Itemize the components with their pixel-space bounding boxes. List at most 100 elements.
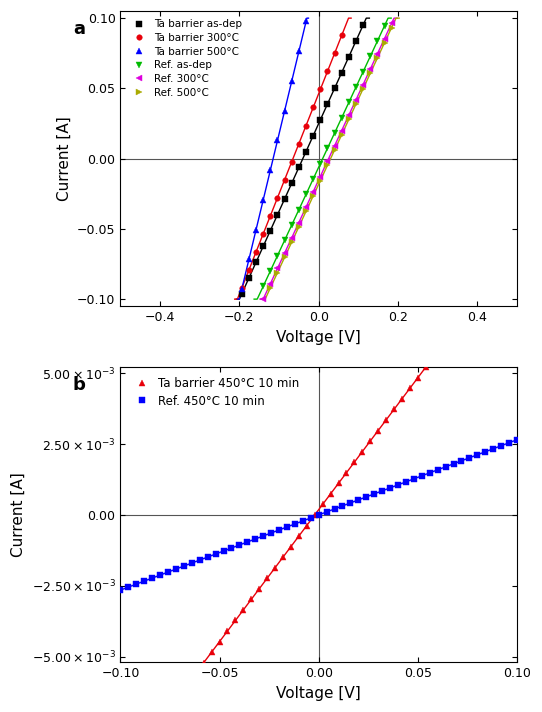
Ref. 500°C [331, 146, 338, 155]
Ta barrier 300°C [288, 157, 295, 166]
Ref. 450°C 10 min [379, 486, 385, 495]
Ref. 500°C [295, 222, 302, 231]
Ta barrier 500°C [267, 166, 274, 174]
Ref. 300°C [303, 203, 309, 211]
Ta barrier 300°C [267, 211, 274, 220]
Ta barrier 450°C 10 min [327, 490, 334, 498]
Ref. 500°C [310, 192, 317, 200]
Ref. 500°C [353, 100, 359, 108]
Ta barrier 450°C 10 min [224, 627, 231, 635]
Ref. 450°C 10 min [236, 540, 243, 549]
Ta barrier 450°C 10 min [399, 394, 405, 403]
Ref. 300°C [346, 111, 352, 120]
Ta barrier 300°C [331, 49, 338, 58]
Ref. as-dep [267, 267, 274, 276]
Ref. as-dep [360, 68, 366, 76]
Ref. as-dep [260, 282, 267, 290]
Ref. 500°C [281, 253, 288, 262]
Ta barrier 450°C 10 min [240, 606, 247, 614]
Ta barrier as-dep [338, 68, 345, 77]
Y-axis label: Current [A]: Current [A] [11, 473, 26, 557]
Ref. 450°C 10 min [117, 586, 124, 595]
Ref. 300°C [331, 142, 338, 150]
Ref. as-dep [288, 221, 295, 229]
Ref. 300°C [295, 219, 302, 227]
Ta barrier 500°C [253, 226, 259, 234]
Ta barrier 450°C 10 min [351, 458, 358, 466]
Ref. 450°C 10 min [244, 538, 250, 546]
Ref. 500°C [274, 268, 281, 277]
Ref. 500°C [389, 23, 395, 32]
Ref. 300°C [389, 19, 395, 28]
X-axis label: Voltage [V]: Voltage [V] [276, 686, 361, 701]
Ta barrier 300°C [317, 85, 324, 94]
Ta barrier 300°C [324, 67, 331, 75]
Ta barrier 450°C 10 min [312, 511, 318, 519]
Ta barrier 300°C [246, 266, 252, 274]
Ta barrier 500°C [295, 47, 302, 56]
Ta barrier 450°C 10 min [423, 363, 429, 372]
Ref. as-dep [310, 175, 317, 184]
Ref. as-dep [324, 144, 331, 152]
Ref. 450°C 10 min [403, 478, 409, 486]
Ta barrier 450°C 10 min [208, 648, 215, 656]
Ref. 300°C [274, 264, 281, 273]
Y-axis label: Current [A]: Current [A] [56, 116, 72, 201]
Line: Ref. 500°C: Ref. 500°C [268, 25, 395, 290]
Line: Ref. as-dep: Ref. as-dep [260, 23, 388, 289]
Text: a: a [73, 20, 85, 38]
Ref. 450°C 10 min [506, 439, 512, 447]
Ta barrier 450°C 10 min [319, 500, 326, 508]
Ref. as-dep [346, 98, 352, 107]
Line: Ta barrier as-dep: Ta barrier as-dep [239, 22, 366, 297]
Ta barrier as-dep [238, 290, 245, 298]
Ref. 500°C [374, 54, 380, 63]
Ref. 300°C [317, 172, 324, 181]
Ref. 500°C [303, 207, 309, 216]
Line: Ref. 300°C: Ref. 300°C [260, 21, 395, 302]
Ta barrier as-dep [353, 37, 359, 46]
Ref. 300°C [260, 295, 267, 303]
Ta barrier 300°C [260, 230, 267, 239]
Ref. 300°C [281, 249, 288, 258]
Ta barrier 500°C [274, 136, 281, 145]
Line: Ta barrier 300°C: Ta barrier 300°C [239, 33, 345, 291]
Legend: Ta barrier as-dep, Ta barrier 300°C, Ta barrier 500°C, Ref. as-dep, Ref. 300°C, : Ta barrier as-dep, Ta barrier 300°C, Ta … [126, 16, 245, 101]
Ta barrier as-dep [274, 211, 281, 219]
Ta barrier 300°C [238, 284, 245, 293]
Ref. as-dep [295, 206, 302, 214]
Ta barrier 450°C 10 min [383, 416, 389, 424]
Ta barrier as-dep [324, 100, 331, 108]
Ta barrier 450°C 10 min [343, 468, 350, 477]
Ta barrier 500°C [303, 17, 309, 26]
Line: Ta barrier 450°C 10 min: Ta barrier 450°C 10 min [201, 365, 429, 666]
Ta barrier as-dep [281, 195, 288, 204]
X-axis label: Voltage [V]: Voltage [V] [276, 330, 361, 345]
Ta barrier 450°C 10 min [256, 585, 262, 593]
Ref. as-dep [338, 113, 345, 122]
Ref. 500°C [317, 177, 324, 185]
Ref. 450°C 10 min [204, 553, 211, 561]
Ta barrier 500°C [288, 77, 295, 85]
Ta barrier 300°C [274, 194, 281, 202]
Ta barrier 450°C 10 min [280, 553, 286, 562]
Ta barrier 500°C [260, 196, 267, 204]
Ref. as-dep [331, 129, 338, 137]
Ref. 500°C [381, 38, 388, 47]
Ta barrier 450°C 10 min [375, 426, 382, 435]
Ta barrier 450°C 10 min [391, 405, 397, 414]
Ta barrier 450°C 10 min [359, 447, 365, 456]
Ta barrier as-dep [317, 116, 324, 125]
Ta barrier as-dep [260, 242, 267, 251]
Ref. as-dep [274, 251, 281, 260]
Ta barrier 300°C [310, 103, 317, 112]
Ref. as-dep [367, 52, 373, 61]
Ref. 300°C [267, 280, 274, 288]
Ta barrier 450°C 10 min [367, 436, 373, 445]
Ta barrier as-dep [295, 163, 302, 172]
Ref. 500°C [338, 130, 345, 139]
Ta barrier 450°C 10 min [272, 563, 278, 572]
Ta barrier as-dep [303, 147, 309, 156]
Ta barrier as-dep [246, 274, 252, 283]
Ta barrier as-dep [360, 21, 366, 29]
